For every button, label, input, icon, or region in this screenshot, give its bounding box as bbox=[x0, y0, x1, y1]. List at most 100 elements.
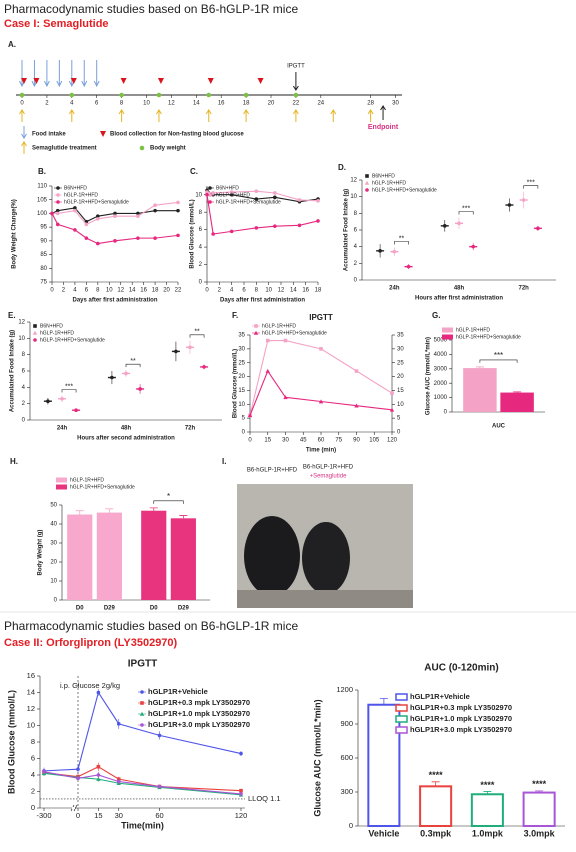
y-tick-label: 30 bbox=[238, 346, 245, 352]
y-tick-label: 12 bbox=[350, 178, 357, 184]
marker bbox=[205, 190, 209, 194]
y-tick-label: 8 bbox=[354, 211, 358, 217]
marker bbox=[33, 324, 37, 328]
semaglutide-arrow bbox=[292, 109, 299, 122]
marker bbox=[96, 773, 101, 777]
food-intake-arrow bbox=[56, 60, 63, 88]
marker bbox=[205, 192, 209, 197]
significance-bracket bbox=[458, 211, 474, 215]
marker bbox=[392, 249, 397, 254]
marker bbox=[273, 191, 277, 195]
y-tick-label: 6 bbox=[22, 369, 26, 375]
timeline-tick-label: 18 bbox=[243, 101, 250, 107]
body-weight-dot bbox=[156, 92, 162, 98]
series-line bbox=[249, 339, 393, 416]
x-axis-label: Days after first administration bbox=[72, 298, 157, 304]
chart-title: IPGTT bbox=[128, 659, 157, 670]
legend-text: B6N+HFD bbox=[64, 185, 87, 191]
x-tick-label: 24h bbox=[57, 426, 68, 432]
marker bbox=[176, 233, 180, 238]
marker bbox=[254, 324, 258, 328]
y-tick-label: 10 bbox=[195, 192, 202, 198]
y-tick-label: 5 bbox=[242, 416, 246, 422]
marker bbox=[56, 200, 60, 204]
marker bbox=[174, 349, 178, 354]
error-bar bbox=[75, 510, 84, 515]
x-tick-label: 2 bbox=[218, 288, 222, 294]
axis-gap bbox=[72, 807, 75, 809]
significance-label: *** bbox=[65, 383, 73, 390]
marker bbox=[319, 347, 323, 351]
marker bbox=[457, 221, 461, 226]
y-tick-label: 2 bbox=[22, 401, 26, 407]
legend-text: hGLP1R+1.0 mpk LY3502970 bbox=[148, 709, 250, 718]
legend-arrow bbox=[21, 141, 27, 154]
series-line bbox=[43, 691, 242, 772]
timeline-tick-label: 6 bbox=[95, 101, 99, 107]
x-tick-label: Vehicle bbox=[368, 828, 399, 838]
y-tick-label: 10 bbox=[18, 336, 25, 342]
error-bar bbox=[475, 366, 484, 369]
x-tick-label: 120 bbox=[235, 811, 248, 820]
y-tick-label: 2000 bbox=[434, 381, 448, 387]
panel-label: H. bbox=[10, 457, 18, 466]
x-axis-label: Hours after second administration bbox=[77, 436, 175, 442]
y-tick-label: 4 bbox=[31, 770, 35, 779]
y-tick-label: 10 bbox=[27, 720, 35, 729]
x-tick-label: 0.3mpk bbox=[420, 828, 452, 838]
body-weight-dot bbox=[19, 92, 25, 98]
legend-text: B6N+HFD bbox=[216, 185, 239, 191]
panel-label: G. bbox=[432, 311, 440, 320]
legend-text: hGLP1R+0.3 mpk LY3502970 bbox=[148, 698, 250, 707]
timeline-tick-label: 20 bbox=[268, 101, 275, 107]
timeline-tick-label: 24 bbox=[317, 101, 324, 107]
legend-swatch bbox=[442, 334, 453, 340]
y-tick-label: 25 bbox=[238, 360, 245, 366]
marker bbox=[202, 365, 206, 369]
marker bbox=[153, 203, 157, 207]
marker bbox=[318, 399, 324, 404]
y-tick-label: 10 bbox=[238, 402, 245, 408]
significance-label: *** bbox=[527, 180, 535, 187]
marker bbox=[110, 375, 114, 380]
bar bbox=[67, 514, 93, 600]
marker bbox=[116, 722, 121, 726]
timeline-tick-label: 4 bbox=[70, 101, 74, 107]
x-axis-label: AUC bbox=[492, 424, 506, 430]
y-axis-label: Body Weight Change(%) bbox=[12, 199, 18, 269]
x-tick-label: 18 bbox=[152, 288, 159, 294]
timeline-tick-label: 16 bbox=[218, 101, 225, 107]
y-axis-label: Accumulated Food Intake (g) bbox=[344, 189, 350, 271]
legend-text: hGLP1R+3.0 mpk LY3502970 bbox=[410, 725, 512, 734]
legend-text: hGLP1R+Vehicle bbox=[148, 687, 208, 696]
panel-label: I. bbox=[222, 457, 226, 466]
marker bbox=[136, 211, 140, 216]
marker bbox=[33, 338, 37, 342]
significance-label: **** bbox=[429, 770, 444, 780]
x-tick-label: 15 bbox=[264, 438, 271, 444]
semaglutide-arrow bbox=[118, 109, 125, 122]
marker bbox=[56, 193, 60, 197]
y-tick-label: 300 bbox=[340, 787, 353, 796]
y-axis-label: Blood Glucose (mmol/L) bbox=[190, 199, 196, 268]
marker bbox=[46, 399, 50, 404]
marker bbox=[536, 226, 540, 231]
semaglutide-arrow bbox=[243, 109, 250, 122]
significance-label: *** bbox=[462, 205, 470, 212]
y-tick-label: 0 bbox=[31, 803, 35, 812]
y-axis-label: Glucose AUC (mmol/L*min) bbox=[312, 699, 322, 816]
legend-swatch bbox=[395, 715, 408, 723]
semaglutide-arrow bbox=[156, 109, 162, 122]
blood-collection-mark bbox=[21, 78, 27, 84]
error-bar bbox=[179, 515, 188, 519]
marker bbox=[60, 396, 64, 401]
legend-text: B6N+HFD bbox=[372, 173, 395, 179]
mouse bbox=[302, 522, 350, 594]
y-tick-label: 4 bbox=[22, 385, 26, 391]
significance-label: ** bbox=[399, 235, 405, 242]
legend-text: hGLP-1R+HFD bbox=[372, 180, 406, 186]
marker bbox=[157, 733, 162, 738]
x-tick-label: D0 bbox=[76, 606, 84, 612]
legend-dot bbox=[139, 145, 145, 151]
body-weight-dot bbox=[293, 92, 299, 98]
